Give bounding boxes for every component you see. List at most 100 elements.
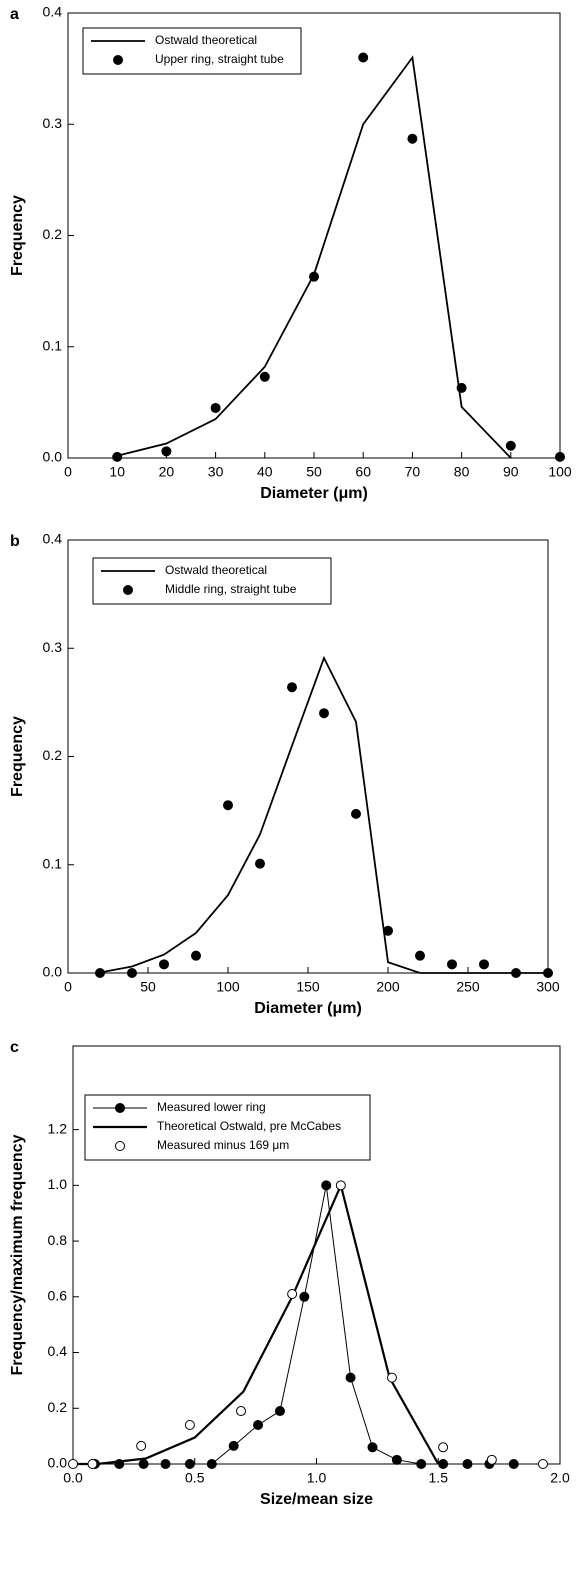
data-point [508,1459,519,1469]
y-tick-label: 0.4 [48,1343,68,1359]
data-point [309,271,319,282]
y-tick-label: 0.6 [48,1288,68,1304]
data-point [319,708,329,719]
x-tick-label: 80 [454,464,470,480]
data-point [138,1459,149,1469]
data-point [191,950,201,961]
data-point [161,446,172,457]
y-tick-label: 0.8 [48,1232,68,1248]
x-tick-label: 1.5 [429,1470,449,1486]
x-tick-label: 70 [405,464,421,480]
data-point [456,382,467,393]
series-line [94,1185,514,1465]
x-tick-label: 0.0 [63,1470,83,1486]
data-point [184,1459,195,1469]
legend-box [92,557,332,605]
data-point [236,1406,247,1417]
data-point [383,925,393,936]
data-point [87,1459,98,1469]
data-point [127,968,137,978]
data-point [206,1459,217,1469]
data-point [259,371,270,382]
data-point [223,800,233,811]
data-point [438,1459,449,1469]
data-point [447,959,457,970]
x-tick-label: 90 [503,464,519,480]
data-point [416,1459,427,1469]
legend-label: Measured lower ring [157,1100,266,1114]
x-tick-label: 10 [109,464,125,480]
data-point [68,1459,78,1469]
y-tick-label: 0.0 [48,1455,68,1471]
y-tick-label: 0.1 [43,855,63,871]
x-tick-label: 50 [140,979,156,995]
y-axis-title: Frequency [9,195,26,276]
y-tick-label: 0.0 [43,964,63,980]
x-tick-label: 200 [376,979,400,995]
x-tick-label: 0 [64,979,72,995]
x-tick-label: 1.0 [307,1470,327,1486]
series-line [116,55,512,459]
y-axis-title: Frequency/maximum frequency [9,1134,26,1375]
data-point [287,682,297,693]
x-tick-label: 100 [548,464,572,480]
data-point [335,1180,346,1191]
x-axis-title: Diameter (μm) [254,1000,362,1017]
data-point [543,968,553,978]
y-tick-label: 0.4 [43,531,63,547]
data-point [486,1454,497,1465]
legend-marker [113,55,123,65]
y-tick-label: 0.3 [43,639,63,655]
data-point [210,402,221,413]
data-point [407,133,418,144]
x-tick-label: 20 [159,464,175,480]
data-point [95,968,105,978]
series-line [99,655,548,974]
legend-label: Upper ring, straight tube [155,52,284,66]
data-point [462,1459,473,1469]
data-point [367,1442,378,1453]
x-tick-label: 0 [64,464,72,480]
data-point [438,1442,449,1453]
data-point [537,1459,548,1469]
x-axis-title: Size/mean size [260,1491,373,1508]
data-point [184,1419,195,1430]
legend-marker [115,1103,125,1113]
x-tick-label: 300 [536,979,560,995]
data-point [351,808,361,819]
y-tick-label: 1.0 [48,1176,68,1192]
x-tick-label: 150 [296,979,320,995]
data-point [274,1406,285,1417]
legend-box [82,27,302,75]
x-tick-label: 60 [355,464,371,480]
data-point [511,968,521,978]
y-tick-label: 0.4 [43,4,63,20]
y-tick-label: 0.2 [43,747,63,763]
x-tick-label: 50 [306,464,322,480]
data-point [253,1419,264,1430]
data-point [136,1440,147,1451]
x-tick-label: 0.5 [185,1470,205,1486]
legend-label: Middle ring, straight tube [165,582,297,596]
y-tick-label: 0.2 [48,1399,68,1415]
data-point [386,1372,397,1383]
series-line [73,1181,440,1466]
x-tick-label: 40 [257,464,273,480]
data-point [321,1180,332,1191]
data-point [479,959,489,970]
plot-frame [67,539,549,974]
y-axis-title: Frequency [9,716,26,797]
legend-label: Theoretical Ostwald, pre McCabes [157,1119,341,1133]
data-point [255,858,265,869]
data-point [555,451,565,462]
legend-marker [123,585,133,595]
data-point [391,1454,402,1465]
legend-marker [115,1141,125,1151]
legend-label: Measured minus 169 μm [157,1138,289,1152]
data-point [159,959,169,970]
data-point [358,52,369,63]
x-tick-label: 250 [456,979,480,995]
y-tick-label: 1.2 [48,1120,68,1136]
legend-label: Ostwald theoretical [165,563,267,577]
